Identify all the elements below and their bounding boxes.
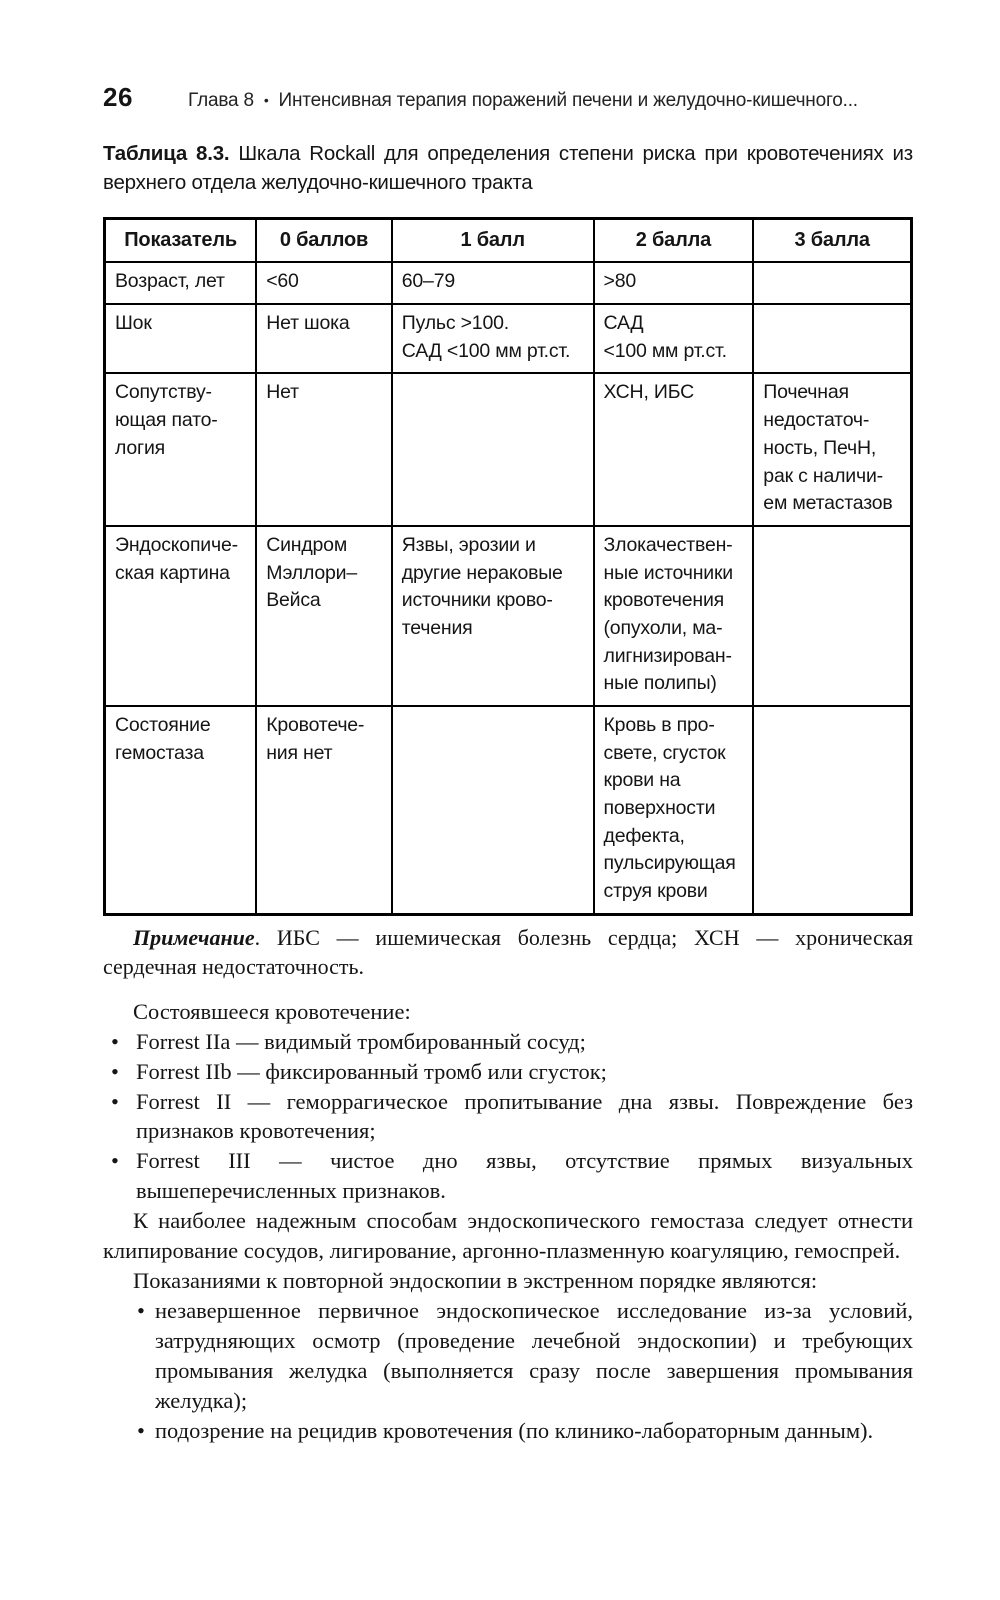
table-cell: Злокачествен- ные источники кровотечения… bbox=[592, 524, 755, 708]
paragraph-intro: Состоявшееся кровотечение: bbox=[133, 998, 411, 1024]
table-caption: Таблица 8.3. Шкала Rockall для определен… bbox=[103, 140, 913, 197]
table-cell bbox=[752, 704, 913, 916]
table-cell: Язвы, эрозии и другие нераковые источник… bbox=[390, 524, 595, 708]
list-item: Forrest III — чистое дно язвы, отсутстви… bbox=[103, 1146, 913, 1206]
table-cell bbox=[752, 261, 913, 306]
table-row: Возраст, лет <60 60–79 >80 bbox=[103, 261, 913, 306]
paragraph-indications: Показаниями к повторной эндоскопии в экс… bbox=[133, 1268, 818, 1294]
table-header-cell: 1 балл bbox=[390, 217, 595, 264]
page-header: 26 Глава 8 • Интенсивная терапия поражений… bbox=[103, 82, 913, 113]
table-cell: Кровотече- ния нет bbox=[255, 704, 393, 916]
table-cell bbox=[752, 524, 913, 708]
table-row: Сопутству- ющая пато- логия Нет ХСН, ИБС По… bbox=[103, 372, 913, 527]
table-cell: Почечная недостаточ- ность, ПечН, рак с … bbox=[752, 372, 913, 527]
table-footnote: Примечание. ИБС — ишемическая болезнь се… bbox=[103, 923, 913, 982]
table-cell bbox=[390, 704, 595, 916]
table-caption-text: Шкала Rockall для определения степени ри… bbox=[103, 142, 913, 194]
table-row: Эндоскопиче- ская картина Синдром Мэллори… bbox=[103, 524, 913, 708]
table-header-row: Показатель 0 баллов 1 балл 2 балла 3 балла bbox=[103, 217, 913, 264]
table-cell: Эндоскопиче- ская картина bbox=[103, 524, 258, 708]
table-row: Состояние гемостаза Кровотече- ния нет Кро… bbox=[103, 704, 913, 916]
table-row: Шок Нет шока Пульс >100. САД <100 мм рт.ст… bbox=[103, 303, 913, 375]
chapter-title: Интенсивная терапия поражений печени и ж… bbox=[278, 90, 859, 111]
bullet-separator-icon: • bbox=[263, 92, 269, 108]
list-item: Forrest II — геморрагическое пропитывани… bbox=[103, 1087, 913, 1147]
table-caption-label: Таблица 8.3. bbox=[103, 142, 230, 165]
table-header-cell: 2 балла bbox=[592, 217, 755, 264]
list-item: незавершенное первичное эндоскопическое … bbox=[103, 1296, 913, 1416]
table-cell: Пульс >100. САД <100 мм рт.ст. bbox=[390, 303, 595, 375]
table-cell: >80 bbox=[592, 261, 755, 306]
running-head-text: Глава 8 • Интенсивная терапия поражений пе… bbox=[133, 90, 913, 112]
footnote-text: . ИБС — ишемическая болезнь сердца; ХСН … bbox=[103, 924, 913, 980]
page-number: 26 bbox=[103, 82, 133, 112]
table-body: Возраст, лет <60 60–79 >80 Шок Нет шока Пульс … bbox=[103, 261, 913, 916]
table-cell: Возраст, лет bbox=[103, 261, 258, 306]
chapter-label: Глава 8 bbox=[188, 90, 254, 111]
list-item: Forrest IIb — фиксированный тромб или сг… bbox=[103, 1057, 913, 1087]
table-cell: Кровь в про- свете, сгусток крови на пов… bbox=[592, 704, 755, 916]
table-cell: САД <100 мм рт.ст. bbox=[592, 303, 755, 375]
table-cell: Состояние гемостаза bbox=[103, 704, 258, 916]
table-cell: Шок bbox=[103, 303, 258, 375]
paragraph-hemostasis: К наиболее надежным способам эндоскопиче… bbox=[103, 1208, 913, 1264]
table-cell bbox=[390, 372, 595, 527]
forrest-classification-list: Forrest IIa — видимый тромбированный сос… bbox=[103, 1027, 913, 1207]
table-header-cell: Показатель bbox=[103, 217, 258, 264]
table-cell: 60–79 bbox=[390, 261, 595, 306]
table-cell: Нет bbox=[255, 372, 393, 527]
footnote-label: Примечание bbox=[133, 924, 255, 950]
list-item: подозрение на рецидив кровотечения (по к… bbox=[103, 1416, 913, 1446]
table-cell: Нет шока bbox=[255, 303, 393, 375]
table-cell: Синдром Мэллори– Вейса bbox=[255, 524, 393, 708]
table-cell: ХСН, ИБС bbox=[592, 372, 755, 527]
list-item: Forrest IIa — видимый тромбированный сос… bbox=[103, 1027, 913, 1057]
repeat-endoscopy-indications-list: незавершенное первичное эндоскопическое … bbox=[103, 1296, 913, 1446]
rockall-score-table: Показатель 0 баллов 1 балл 2 балла 3 балла В… bbox=[103, 217, 913, 916]
table-cell: <60 bbox=[255, 261, 393, 306]
table-cell: Сопутству- ющая пато- логия bbox=[103, 372, 258, 527]
table-header-cell: 0 баллов bbox=[255, 217, 393, 264]
table-header-cell: 3 балла bbox=[752, 217, 913, 264]
table-cell bbox=[752, 303, 913, 375]
